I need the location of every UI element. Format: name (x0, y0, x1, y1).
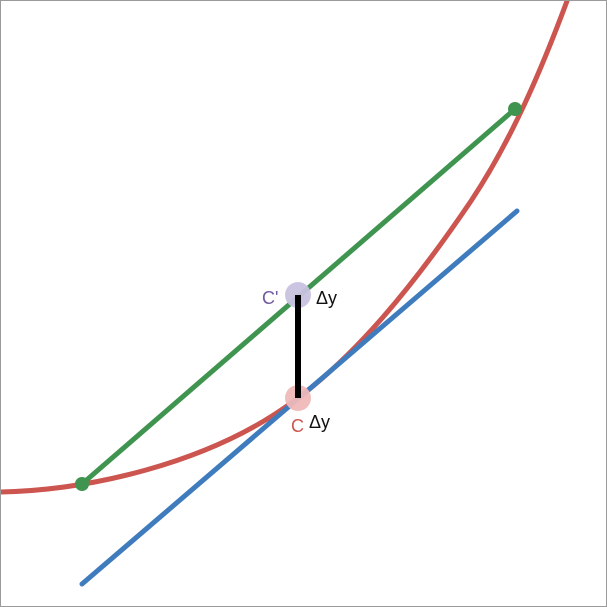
label-delta-y-bottom: Δy (309, 413, 330, 431)
red-curve (1, 1, 567, 492)
right-intersection-point (508, 102, 522, 116)
label-c-prime: C' (262, 289, 278, 307)
label-c: C (291, 417, 304, 435)
left-intersection-point (75, 477, 89, 491)
label-delta-y-top: Δy (316, 289, 337, 307)
